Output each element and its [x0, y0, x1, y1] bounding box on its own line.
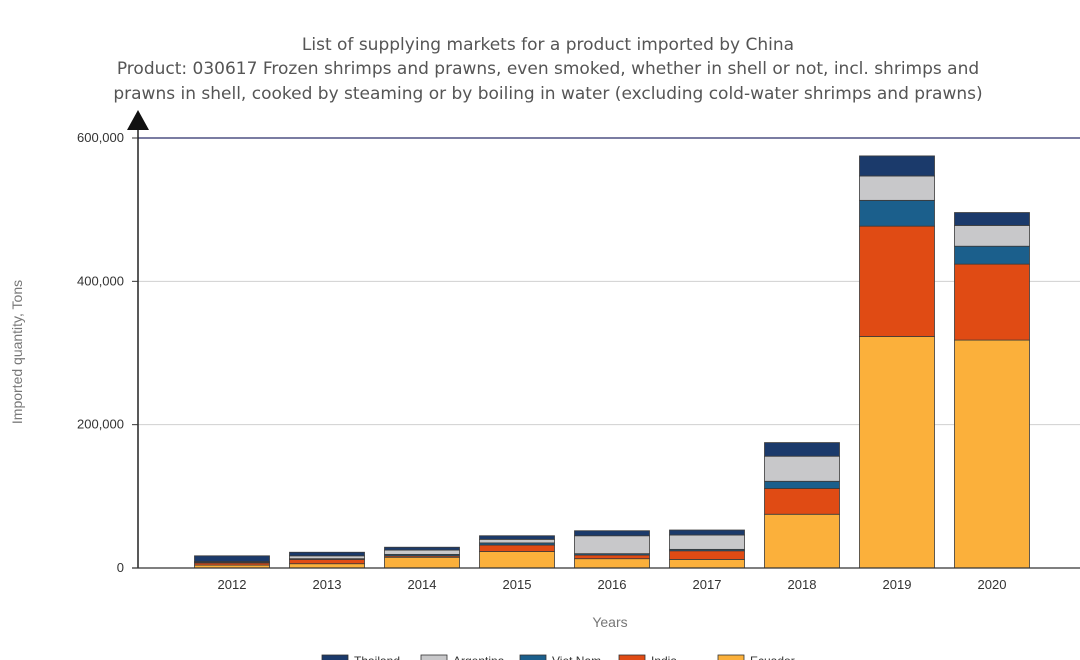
bar-2012-thailand — [194, 555, 270, 562]
legend-swatch-india — [618, 654, 646, 660]
bar-2019-argentina — [859, 175, 935, 201]
legend-swatch-argentina — [420, 654, 448, 660]
bar-2016-ecuador — [574, 558, 650, 569]
bar-2020-ecuador — [954, 339, 1030, 569]
axes — [127, 110, 1080, 569]
bar-2016-argentina — [574, 535, 650, 555]
bar-2016-thailand — [574, 530, 650, 537]
watermark-logo-icon — [11, 629, 29, 647]
bar-2020-viet-nam — [954, 245, 1030, 265]
bar-2017-thailand — [669, 529, 745, 536]
y-tick-label-200000: 200,000 — [77, 417, 124, 432]
legend-label-ecuador: Ecuador — [750, 654, 795, 660]
chart-title-line-1: List of supplying markets for a product … — [302, 35, 794, 55]
x-tick-label-2016: 2016 — [598, 577, 627, 592]
bar-2016-india — [574, 554, 650, 560]
x-tick-label-2013: 2013 — [313, 577, 342, 592]
legend-swatch-ecuador — [717, 654, 745, 660]
y-tick-label-0: 0 — [117, 560, 124, 575]
bar-2015-argentina — [479, 538, 555, 544]
grid-lines — [138, 137, 1080, 426]
bar-2018-thailand — [764, 442, 840, 457]
y-tick-labels: 0 200,000 400,000 600,000 — [77, 130, 124, 575]
bar-2019-india — [859, 225, 935, 337]
bar-2015-thailand — [479, 535, 555, 540]
bar-2019-viet-nam — [859, 199, 935, 227]
bar-2013-india — [289, 559, 365, 565]
watermark-caption: 大数跨境 — [11, 629, 108, 648]
bar-2013-argentina — [289, 555, 365, 560]
chart-title-line-3: prawns in shell, cooked by steaming or b… — [113, 84, 982, 104]
bar-2015-india — [479, 544, 555, 552]
bar-2018-india — [764, 488, 840, 515]
x-tick-label-2014: 2014 — [408, 577, 437, 592]
x-axis-title: Years — [592, 614, 627, 630]
x-tick-label-2020: 2020 — [978, 577, 1007, 592]
x-tick-label-2019: 2019 — [883, 577, 912, 592]
x-tick-label-2017: 2017 — [693, 577, 722, 592]
legend-label-argentina: Argentina — [453, 654, 505, 660]
bar-2018-ecuador — [764, 513, 840, 569]
bar-2019-ecuador — [859, 336, 935, 569]
bar-2018-argentina — [764, 455, 840, 482]
bar-2018-viet-nam — [764, 480, 840, 489]
bar-2017-ecuador — [669, 559, 745, 569]
chart-title-line-2: Product: 030617 Frozen shrimps and prawn… — [117, 59, 979, 79]
watermark-caption-text: 大数跨境 — [48, 630, 108, 648]
y-axis-title: Imported quantity, Tons — [9, 280, 25, 424]
bar-2014-argentina — [384, 549, 460, 555]
bar-2019-thailand — [859, 155, 935, 177]
y-tick-label-600000: 600,000 — [77, 130, 124, 145]
bar-2017-india — [669, 550, 745, 560]
legend-label-thailand: Thailand — [354, 654, 400, 660]
bar-2014-thailand — [384, 546, 460, 551]
legend: Thailand Argentina Viet Nam India Ecuador — [321, 654, 795, 660]
bar-2014-ecuador — [384, 556, 460, 569]
x-tick-label-2015: 2015 — [503, 577, 532, 592]
bar-2020-thailand — [954, 212, 1030, 226]
y-tick-label-400000: 400,000 — [77, 273, 124, 288]
bar-2013-thailand — [289, 551, 365, 557]
legend-label-india: India — [651, 654, 677, 660]
x-tick-labels: 2012 2013 2014 2015 2016 2017 2018 2019 2020 — [218, 577, 1007, 592]
bar-2020-india — [954, 263, 1030, 341]
x-tick-label-2012: 2012 — [218, 577, 247, 592]
chart-title: List of supplying markets for a product … — [113, 35, 982, 104]
bars-layer — [194, 155, 1030, 569]
legend-swatch-thailand — [321, 654, 349, 660]
legend-label-viet-nam: Viet Nam — [552, 654, 601, 660]
bar-2017-argentina — [669, 534, 745, 550]
bar-2020-argentina — [954, 225, 1030, 247]
legend-swatch-viet-nam — [519, 654, 547, 660]
bar-2013-ecuador — [289, 563, 365, 569]
y-axis-arrow-icon — [127, 110, 149, 130]
bar-2015-ecuador — [479, 551, 555, 569]
x-tick-label-2018: 2018 — [788, 577, 817, 592]
